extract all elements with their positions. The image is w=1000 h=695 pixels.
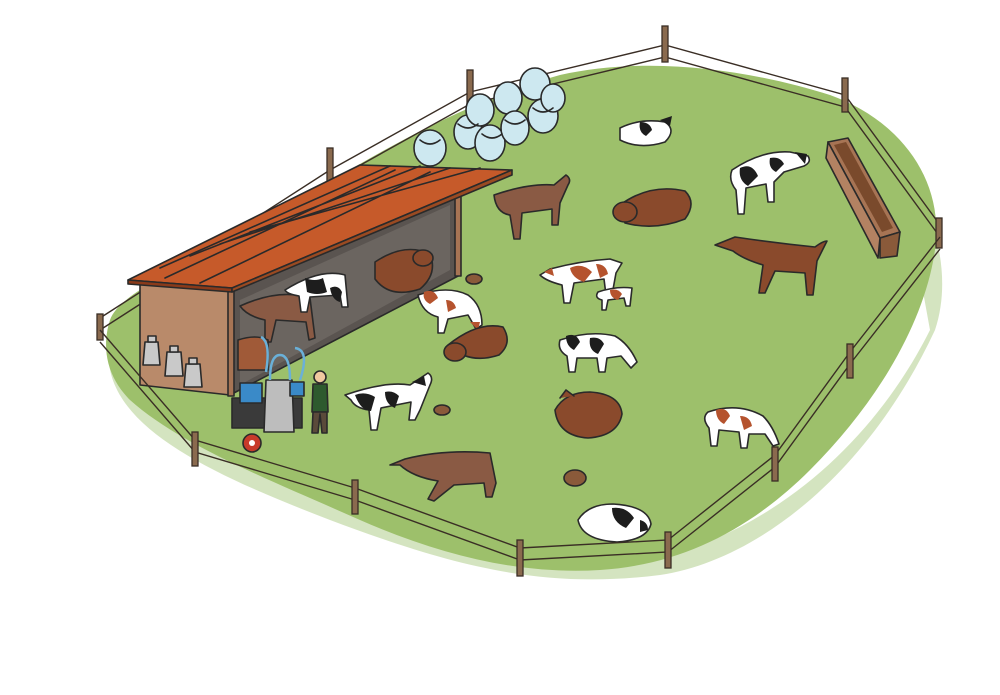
milking-shed	[127, 164, 513, 397]
calf-red-white	[595, 286, 633, 311]
cow-holstein-1	[344, 372, 433, 431]
hay-bales	[413, 67, 566, 167]
cow-brown-lying-2	[443, 325, 508, 362]
cow-brown-standing-1	[493, 174, 571, 240]
fence-back	[96, 25, 943, 341]
milking-machine	[231, 335, 306, 453]
cow-holstein-grazing	[558, 332, 638, 373]
cow-brown-lying-1	[612, 188, 692, 227]
dung-patches	[433, 273, 587, 487]
cow-holstein-standing-2	[729, 151, 811, 215]
milk-cans	[142, 335, 203, 388]
cow-red-white-2	[703, 407, 780, 449]
cow-red-white-grazing	[417, 289, 483, 334]
cow-holstein-lying-1	[619, 116, 672, 147]
cow-brown-standing-3	[389, 451, 497, 502]
cow-brown-lying-3	[554, 389, 623, 439]
farmer	[311, 370, 329, 434]
cows-in-shed	[237, 248, 434, 371]
fence-front	[99, 236, 941, 577]
feeding-trough	[825, 137, 901, 259]
cow-brown-standing-2	[714, 236, 828, 296]
cow-holstein-lying-2	[577, 503, 652, 543]
